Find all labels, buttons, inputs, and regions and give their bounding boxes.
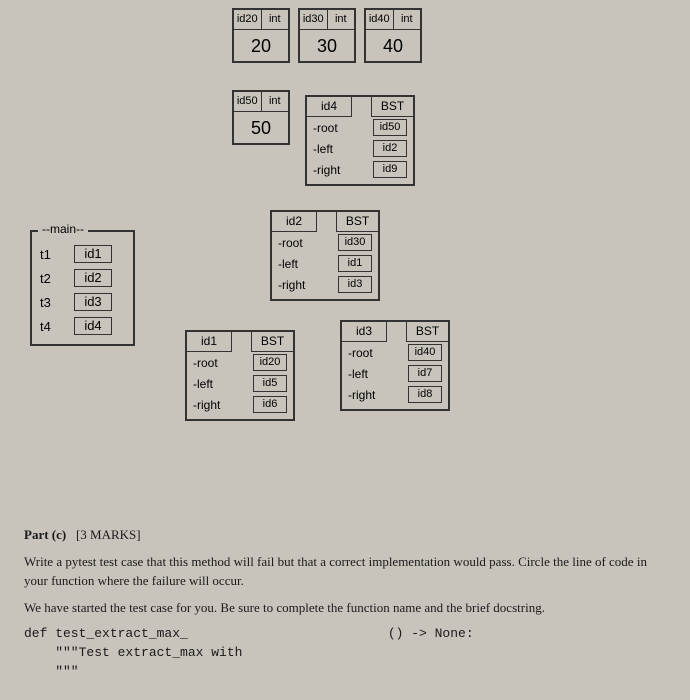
marks-label: [3 MARKS] (76, 527, 141, 542)
field-val: id3 (338, 276, 372, 293)
field-key: -left (313, 142, 373, 156)
box-type: int (394, 10, 421, 29)
var-val: id4 (74, 317, 112, 335)
field-val: id6 (253, 396, 287, 413)
field-key: -left (278, 257, 338, 271)
code-def: def test_extract_max_ (24, 626, 188, 641)
int-box-id50: id50 int 50 (232, 90, 290, 145)
bst-box-id4: id4 BST -rootid50 -leftid2 -rightid9 (305, 95, 415, 186)
field-key: -right (348, 388, 408, 402)
field-val: id8 (408, 386, 442, 403)
var-val: id2 (74, 269, 112, 287)
field-key: -root (278, 236, 338, 250)
instruction-p2: We have started the test case for you. B… (24, 599, 666, 618)
field-val: id5 (253, 375, 287, 392)
part-label: Part (c) (24, 527, 66, 542)
bst-box-id1: id1 BST -rootid20 -leftid5 -rightid6 (185, 330, 295, 421)
box-type: BST (251, 332, 293, 352)
box-id: id3 (342, 322, 387, 342)
field-val: id9 (373, 161, 407, 178)
int-box-id30: id30 int 30 (298, 8, 356, 63)
box-id: id1 (187, 332, 232, 352)
instruction-p1: Write a pytest test case that this metho… (24, 553, 666, 591)
field-key: -root (193, 356, 253, 370)
field-val: id50 (373, 119, 407, 136)
box-value: 50 (234, 112, 288, 144)
box-type: int (262, 92, 289, 111)
var-name: t1 (40, 247, 66, 262)
code-doc-close: """ (24, 664, 79, 679)
int-box-id20: id20 int 20 (232, 8, 290, 63)
var-name: t4 (40, 319, 66, 334)
field-val: id2 (373, 140, 407, 157)
box-id: id4 (307, 97, 352, 117)
box-type: BST (406, 322, 448, 342)
box-id: id30 (300, 10, 328, 29)
box-id: id20 (234, 10, 262, 29)
field-val: id30 (338, 234, 372, 251)
box-type: BST (336, 212, 378, 232)
main-frame-box: --main-- t1id1 t2id2 t3id3 t4id4 (30, 230, 135, 346)
box-value: 30 (300, 30, 354, 62)
field-key: -right (313, 163, 373, 177)
var-val: id1 (74, 245, 112, 263)
field-key: -right (278, 278, 338, 292)
box-value: 20 (234, 30, 288, 62)
field-val: id40 (408, 344, 442, 361)
field-val: id7 (408, 365, 442, 382)
box-type: int (262, 10, 289, 29)
field-key: -root (313, 121, 373, 135)
box-id: id40 (366, 10, 394, 29)
bst-box-id3: id3 BST -rootid40 -leftid7 -rightid8 (340, 320, 450, 411)
var-name: t3 (40, 295, 66, 310)
field-key: -right (193, 398, 253, 412)
box-id: id50 (234, 92, 262, 111)
box-id: id2 (272, 212, 317, 232)
main-title: --main-- (38, 222, 88, 236)
box-type: BST (371, 97, 413, 117)
box-type: int (328, 10, 355, 29)
field-key: -left (348, 367, 408, 381)
bst-box-id2: id2 BST -rootid30 -leftid1 -rightid3 (270, 210, 380, 301)
code-doc-open: """Test extract_max with (24, 645, 242, 660)
question-text-area: Part (c) [3 MARKS] Write a pytest test c… (0, 508, 690, 700)
code-sig: () -> None: (388, 626, 474, 641)
field-val: id1 (338, 255, 372, 272)
field-key: -left (193, 377, 253, 391)
box-value: 40 (366, 30, 420, 62)
code-stub: def test_extract_max_ () -> None: """Test… (24, 625, 666, 682)
field-val: id20 (253, 354, 287, 371)
var-name: t2 (40, 271, 66, 286)
part-header: Part (c) [3 MARKS] (24, 526, 666, 545)
int-box-id40: id40 int 40 (364, 8, 422, 63)
var-val: id3 (74, 293, 112, 311)
field-key: -root (348, 346, 408, 360)
diagram-area: id20 int 20 id30 int 30 id40 int 40 id50… (0, 0, 690, 500)
